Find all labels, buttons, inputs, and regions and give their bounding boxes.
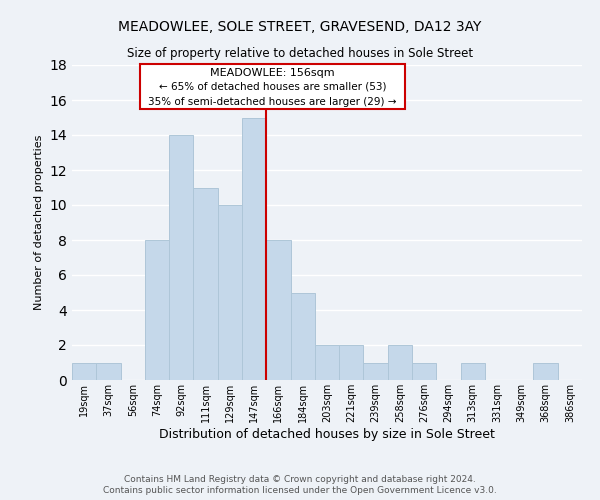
Bar [290, 292, 315, 380]
Bar [218, 205, 242, 380]
Text: Contains HM Land Registry data © Crown copyright and database right 2024.: Contains HM Land Registry data © Crown c… [124, 475, 476, 484]
Bar [169, 135, 193, 380]
Bar [315, 345, 339, 380]
Bar [533, 362, 558, 380]
Text: 35% of semi-detached houses are larger (29) →: 35% of semi-detached houses are larger (… [148, 97, 397, 107]
Bar [339, 345, 364, 380]
Bar [145, 240, 169, 380]
Y-axis label: Number of detached properties: Number of detached properties [34, 135, 44, 310]
Bar [266, 240, 290, 380]
Bar [193, 188, 218, 380]
X-axis label: Distribution of detached houses by size in Sole Street: Distribution of detached houses by size … [159, 428, 495, 440]
Text: MEADOWLEE: 156sqm: MEADOWLEE: 156sqm [210, 68, 335, 78]
Text: MEADOWLEE, SOLE STREET, GRAVESEND, DA12 3AY: MEADOWLEE, SOLE STREET, GRAVESEND, DA12 … [118, 20, 482, 34]
Text: ← 65% of detached houses are smaller (53): ← 65% of detached houses are smaller (53… [158, 82, 386, 92]
FancyBboxPatch shape [140, 64, 405, 109]
Text: Contains public sector information licensed under the Open Government Licence v3: Contains public sector information licen… [103, 486, 497, 495]
Text: Size of property relative to detached houses in Sole Street: Size of property relative to detached ho… [127, 48, 473, 60]
Bar [242, 118, 266, 380]
Bar [96, 362, 121, 380]
Bar [388, 345, 412, 380]
Bar [461, 362, 485, 380]
Bar [72, 362, 96, 380]
Bar [364, 362, 388, 380]
Bar [412, 362, 436, 380]
